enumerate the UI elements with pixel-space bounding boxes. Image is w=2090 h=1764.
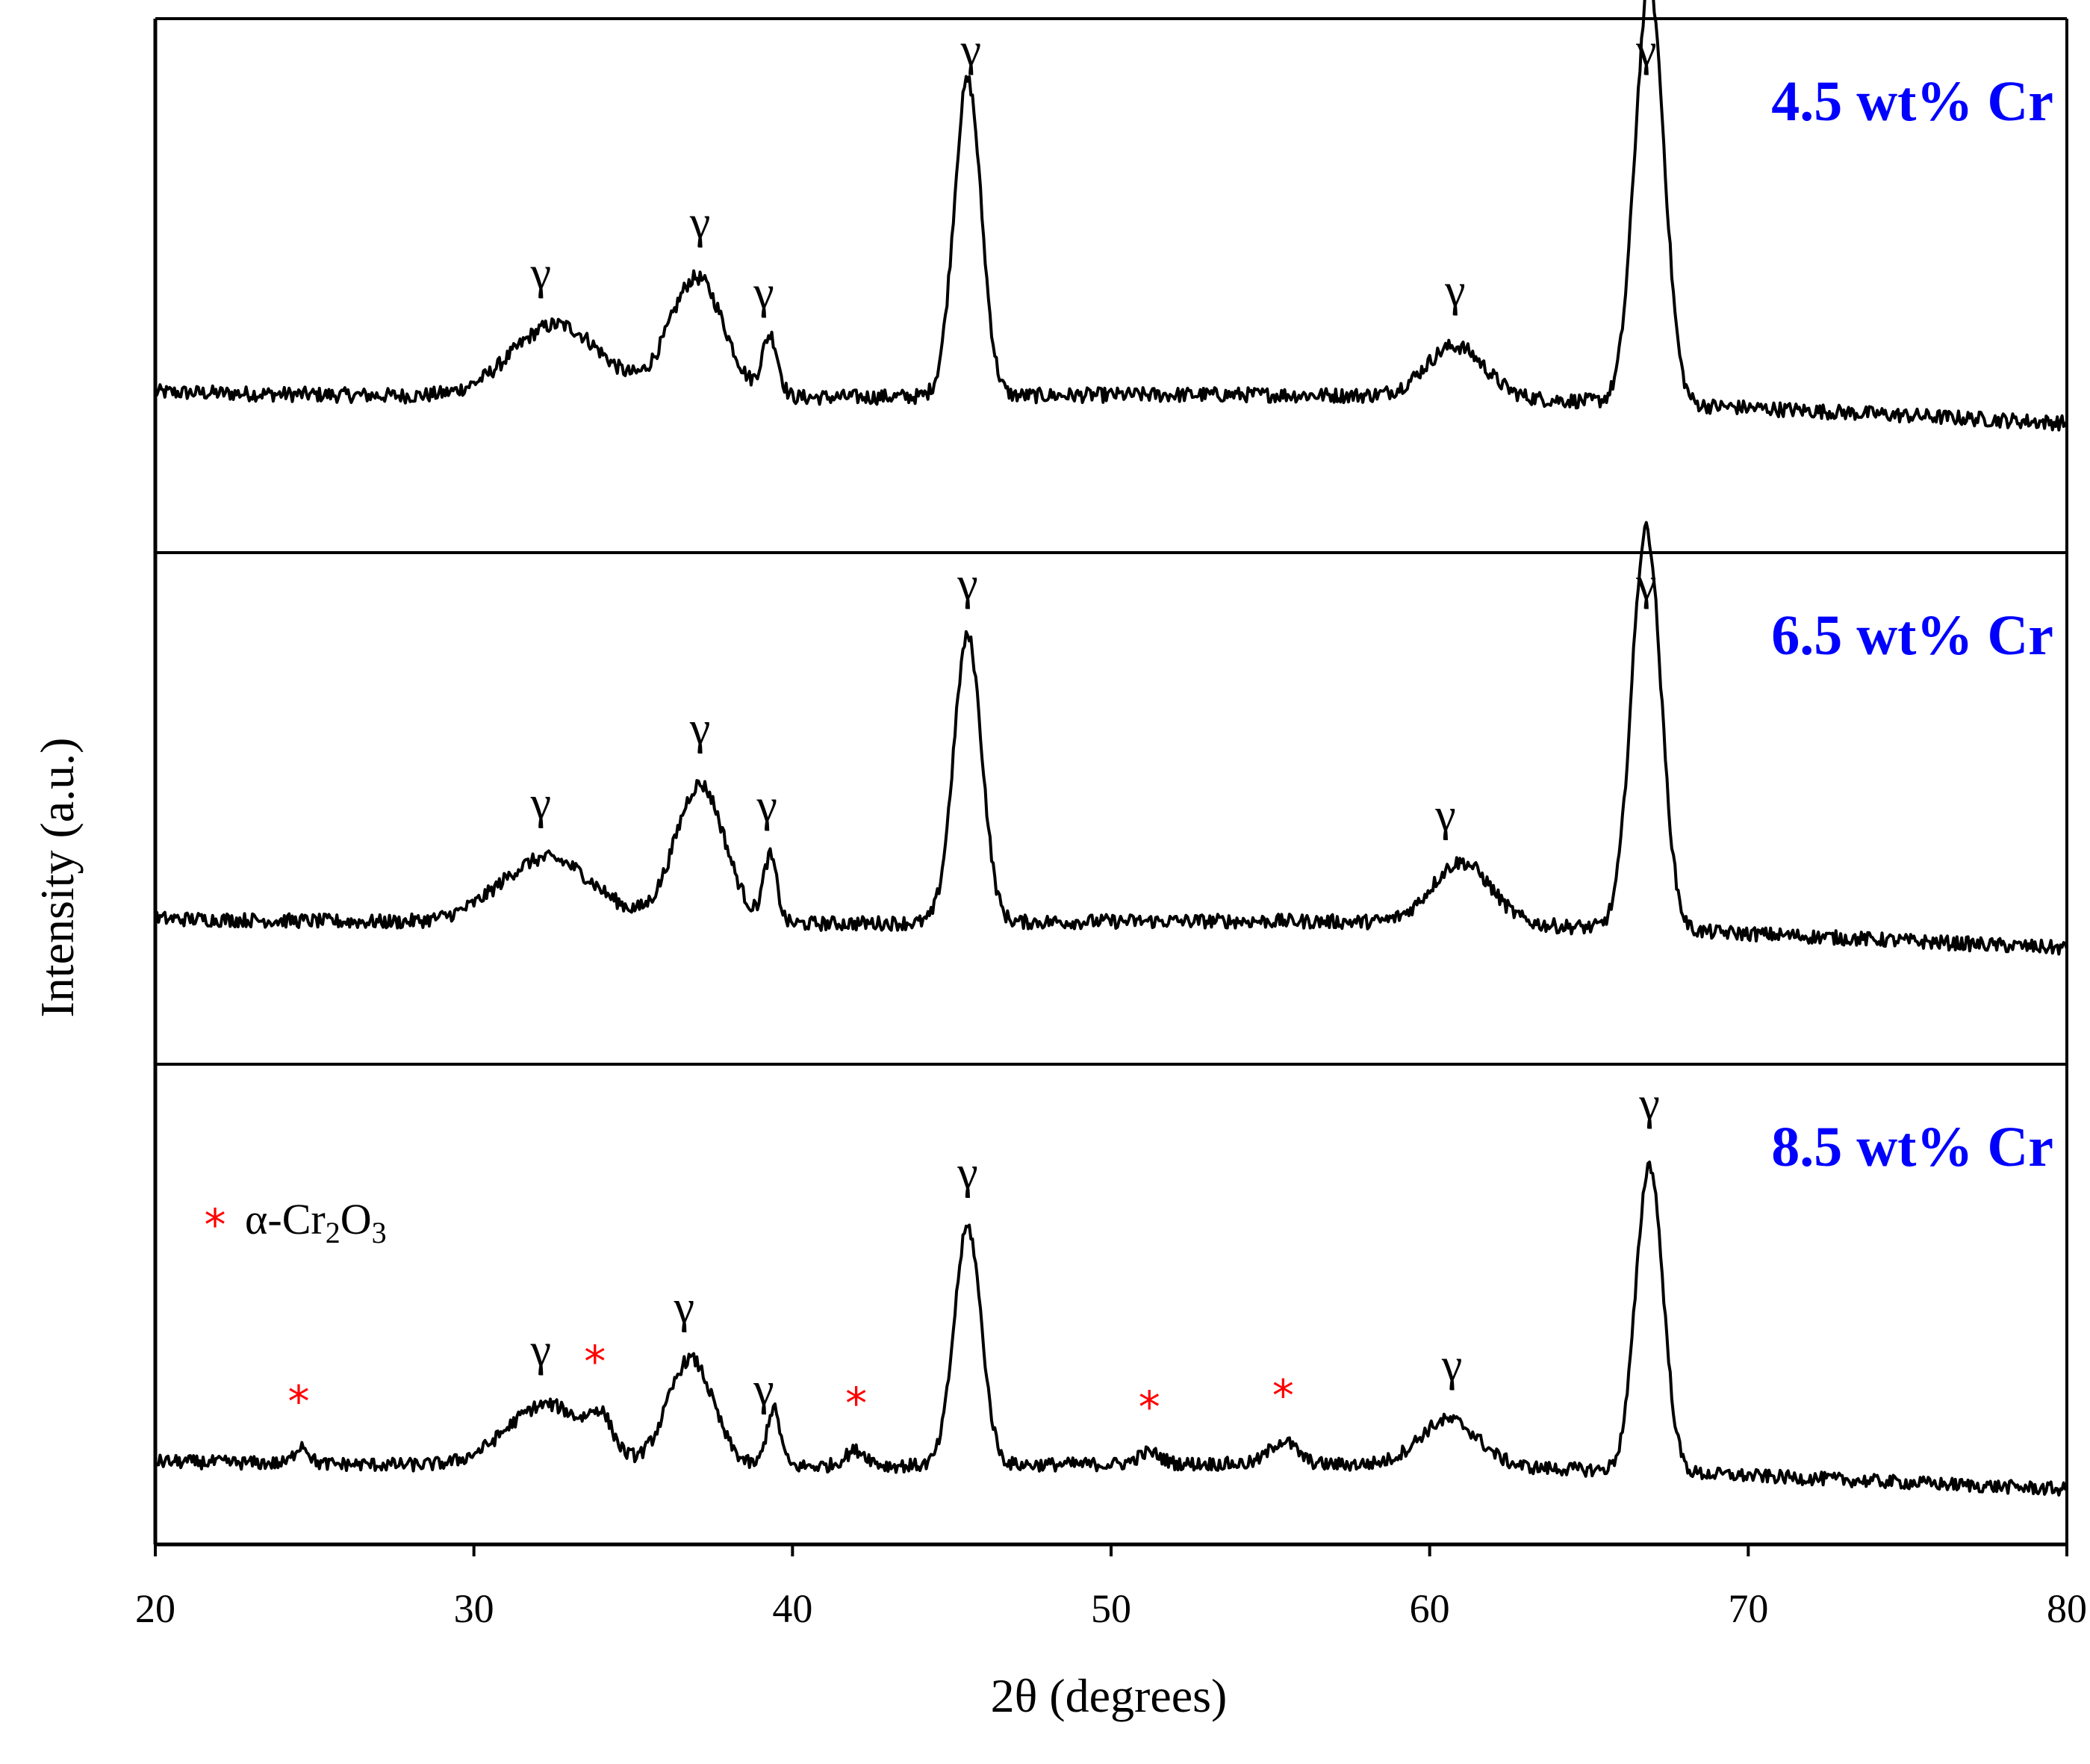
- x-tick-label: 30: [454, 1586, 494, 1631]
- gamma-peak-label: γ: [756, 780, 777, 831]
- panel-3: γ γ γ γ γ γ * * * * * 8.5 wt% Cr: [154, 1078, 2068, 1497]
- panel-label: 8.5 wt% Cr: [1771, 1116, 2053, 1178]
- xrd-pattern-line: [154, 1161, 2068, 1497]
- legend-star-icon: *: [205, 1199, 226, 1250]
- gamma-peak-label: γ: [957, 1147, 977, 1198]
- gamma-peak-label: γ: [674, 1282, 694, 1333]
- gamma-peak-label: γ: [1441, 1340, 1462, 1391]
- gamma-peak-label: γ: [960, 25, 981, 75]
- gamma-peak-label: γ: [1635, 559, 1656, 609]
- x-tick-label: 70: [1728, 1586, 1768, 1631]
- x-tick-label: 60: [1410, 1586, 1450, 1631]
- gamma-peak-label: γ: [1434, 790, 1455, 841]
- gamma-peak-label: γ: [689, 704, 710, 754]
- cr2o3-peak-marker: *: [1139, 1382, 1160, 1432]
- x-tick-label: 80: [2047, 1586, 2087, 1631]
- cr2o3-peak-marker: *: [288, 1376, 310, 1426]
- x-axis-title: 2θ (degrees): [991, 1669, 1228, 1722]
- gamma-peak-label: γ: [1635, 25, 1656, 75]
- xrd-pattern-line: [154, 0, 2068, 432]
- x-tick-label: 40: [772, 1586, 812, 1631]
- panel-label: 6.5 wt% Cr: [1771, 604, 2053, 667]
- gamma-peak-label: γ: [1444, 265, 1465, 316]
- cr2o3-peak-marker: *: [845, 1378, 867, 1429]
- xrd-pattern-line: [154, 521, 2068, 956]
- gamma-peak-label: γ: [689, 197, 710, 248]
- gamma-peak-label: γ: [1638, 1078, 1659, 1129]
- x-tick-label: 20: [135, 1586, 175, 1631]
- gamma-peak-label: γ: [530, 778, 551, 829]
- gamma-peak-label: γ: [530, 1325, 551, 1376]
- legend: * α-Cr2O3: [205, 1195, 387, 1250]
- gamma-peak-label: γ: [753, 1364, 774, 1414]
- panel-label: 4.5 wt% Cr: [1771, 70, 2053, 133]
- x-tick-label: 50: [1091, 1586, 1131, 1631]
- gamma-peak-label: γ: [530, 248, 551, 299]
- legend-label: α-Cr2O3: [245, 1195, 387, 1249]
- cr2o3-peak-marker: *: [584, 1336, 606, 1387]
- y-axis-title: Intensity (a.u.): [31, 738, 84, 1018]
- cr2o3-peak-marker: *: [1272, 1370, 1294, 1421]
- gamma-peak-label: γ: [753, 267, 774, 318]
- axes-layer: 20 30 40 50 60 70 80: [135, 17, 2087, 1631]
- gamma-peak-label: γ: [957, 559, 977, 609]
